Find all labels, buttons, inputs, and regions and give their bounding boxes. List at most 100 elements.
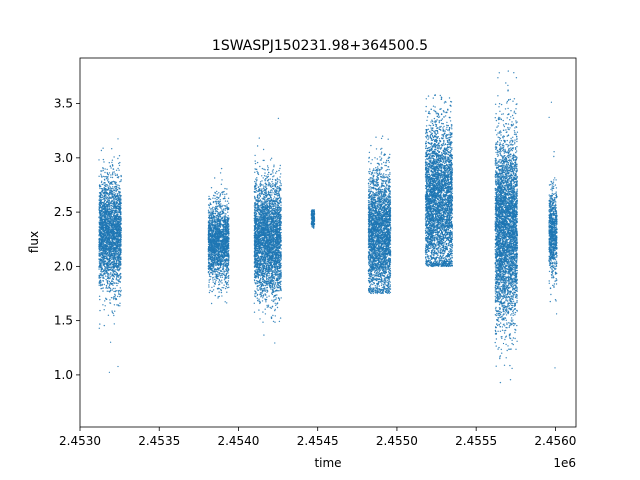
scatter-point bbox=[105, 213, 107, 216]
scatter-point bbox=[102, 147, 104, 149]
scatter-point bbox=[212, 279, 214, 281]
scatter-point bbox=[112, 171, 114, 173]
scatter-point bbox=[116, 228, 119, 230]
scatter-point bbox=[209, 220, 211, 223]
scatter-point bbox=[114, 232, 116, 235]
scatter-point bbox=[227, 243, 229, 246]
scatter-point bbox=[217, 240, 219, 243]
scatter-point bbox=[119, 295, 121, 298]
scatter-point bbox=[224, 251, 226, 253]
scatter-point bbox=[106, 281, 109, 283]
scatter-point bbox=[105, 297, 107, 299]
scatter-point bbox=[208, 216, 210, 219]
scatter-point bbox=[216, 268, 218, 271]
scatter-point bbox=[118, 258, 120, 260]
scatter-point bbox=[112, 266, 115, 268]
scatter-point bbox=[100, 170, 102, 172]
data-points bbox=[98, 70, 558, 384]
scatter-point bbox=[113, 323, 116, 325]
scatter-point bbox=[108, 202, 110, 204]
scatter-point bbox=[217, 217, 219, 220]
scatter-point bbox=[113, 282, 115, 284]
scatter-point bbox=[115, 274, 118, 276]
scatter-point bbox=[103, 224, 105, 226]
scatter-point bbox=[222, 242, 225, 245]
scatter-point bbox=[110, 245, 113, 247]
scatter-point bbox=[106, 204, 109, 206]
scatter-point bbox=[211, 223, 214, 225]
scatter-point bbox=[120, 241, 122, 243]
scatter-point bbox=[212, 228, 214, 230]
scatter-point bbox=[106, 263, 108, 266]
scatter-point bbox=[214, 237, 217, 239]
scatter-point bbox=[102, 251, 105, 254]
scatter-point bbox=[99, 222, 102, 224]
scatter-point bbox=[112, 165, 114, 167]
scatter-point bbox=[103, 227, 106, 229]
scatter-point bbox=[117, 215, 119, 218]
scatter-point bbox=[106, 246, 108, 248]
scatter-point bbox=[221, 295, 223, 297]
scatter-point bbox=[119, 233, 121, 236]
scatter-point bbox=[217, 212, 219, 214]
scatter-point bbox=[105, 284, 108, 287]
scatter-point bbox=[110, 297, 113, 299]
scatter-point bbox=[117, 222, 119, 224]
scatter-point bbox=[113, 234, 115, 236]
scatter-point bbox=[107, 274, 109, 276]
scatter-point bbox=[103, 196, 105, 198]
scatter-point bbox=[119, 193, 121, 195]
scatter-point bbox=[100, 283, 102, 286]
scatter-point bbox=[104, 267, 107, 269]
scatter-point bbox=[120, 223, 122, 225]
scatter-point bbox=[108, 233, 110, 236]
scatter-point bbox=[212, 226, 215, 228]
scatter-point bbox=[219, 211, 222, 213]
scatter-point bbox=[112, 247, 115, 250]
scatter-point bbox=[102, 253, 105, 255]
scatter-point bbox=[207, 247, 210, 250]
scatter-point bbox=[221, 217, 223, 219]
scatter-point bbox=[209, 272, 212, 274]
scatter-point bbox=[117, 279, 119, 281]
scatter-point bbox=[226, 200, 229, 202]
scatter-point bbox=[221, 209, 223, 211]
scatter-point bbox=[102, 274, 104, 277]
scatter-point bbox=[212, 209, 214, 211]
scatter-point bbox=[114, 287, 116, 290]
scatter-point bbox=[111, 310, 113, 312]
scatter-point bbox=[107, 314, 110, 316]
scatter-point bbox=[227, 232, 230, 234]
scatter-point bbox=[226, 188, 228, 190]
scatter-point bbox=[100, 245, 103, 247]
scatter-point bbox=[102, 202, 105, 204]
scatter-point bbox=[104, 305, 106, 307]
scatter-point bbox=[118, 268, 121, 271]
scatter-point bbox=[207, 212, 210, 214]
scatter-point bbox=[99, 242, 102, 244]
scatter-point bbox=[227, 269, 230, 272]
scatter-point bbox=[99, 247, 102, 249]
scatter-point bbox=[112, 272, 114, 274]
scatter-point bbox=[109, 165, 112, 167]
scatter-point bbox=[104, 179, 106, 181]
scatter-point bbox=[113, 295, 115, 298]
scatter-point bbox=[207, 271, 210, 274]
scatter-point bbox=[109, 183, 111, 185]
scatter-point bbox=[115, 272, 118, 274]
scatter-point bbox=[218, 249, 220, 251]
scatter-point bbox=[108, 214, 110, 216]
scatter-point bbox=[99, 187, 101, 190]
scatter-point bbox=[218, 281, 220, 283]
scatter-point bbox=[209, 237, 211, 239]
scatter-point bbox=[219, 264, 222, 267]
scatter-point bbox=[226, 291, 228, 293]
scatter-point bbox=[113, 189, 115, 191]
scatter-point bbox=[215, 251, 217, 253]
scatter-point bbox=[116, 304, 118, 306]
scatter-point bbox=[224, 250, 227, 252]
scatter-point bbox=[107, 223, 110, 225]
scatter-point bbox=[115, 195, 118, 198]
scatter-point bbox=[116, 257, 119, 260]
scatter-point bbox=[105, 278, 107, 281]
